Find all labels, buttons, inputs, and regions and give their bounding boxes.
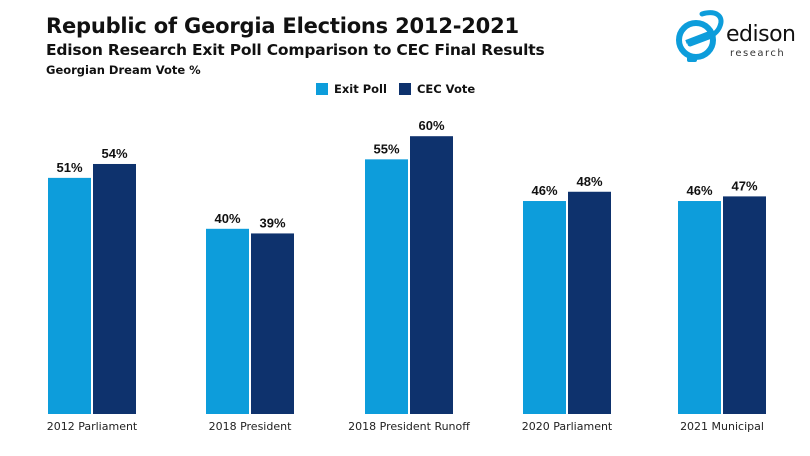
legend: Exit Poll CEC Vote <box>316 82 487 96</box>
bar-cec-vote <box>251 233 294 414</box>
legend-swatch-cec-vote <box>398 83 411 95</box>
data-label: 60% <box>418 118 444 133</box>
measure-label: Georgian Dream Vote % <box>46 63 201 77</box>
bar-cec-vote <box>410 136 453 414</box>
bar-exit-poll <box>678 201 721 414</box>
bar-cec-vote <box>93 163 136 414</box>
legend-item-exit-poll: Exit Poll <box>316 82 387 96</box>
bar-exit-poll <box>206 228 249 414</box>
bar-group-2021-municipal: 46% 47% 2021 Municipal <box>678 178 766 433</box>
x-tick-label: 2018 President <box>209 420 292 433</box>
chart-subtitle: Edison Research Exit Poll Comparison to … <box>46 41 545 59</box>
logo-subtext: research <box>730 48 786 59</box>
legend-label-cec-vote: CEC Vote <box>416 82 476 96</box>
data-label: 48% <box>576 174 602 189</box>
x-tick-label: 2021 Municipal <box>680 420 764 433</box>
bar-group-2018-president: 40% 39% 2018 President <box>206 211 294 433</box>
legend-item-cec-vote: CEC Vote <box>398 82 476 96</box>
logo-wordmark: edison <box>726 22 796 47</box>
edison-bulb-icon <box>676 10 724 62</box>
x-tick-label: 2012 Parliament <box>47 420 138 433</box>
data-label: 47% <box>731 178 757 193</box>
data-label: 46% <box>531 183 557 198</box>
data-label: 54% <box>101 146 127 161</box>
data-label: 46% <box>686 183 712 198</box>
bar-exit-poll <box>365 159 408 414</box>
bar-cec-vote <box>723 196 766 414</box>
bar-group-2020-parliament: 46% 48% 2020 Parliament <box>522 174 613 433</box>
data-label: 51% <box>56 160 82 175</box>
data-label: 39% <box>259 215 285 230</box>
data-label: 55% <box>373 141 399 156</box>
edison-logo: edison research <box>672 8 802 68</box>
bar-exit-poll <box>48 177 91 414</box>
data-label: 40% <box>214 211 240 226</box>
legend-swatch-exit-poll <box>316 83 328 95</box>
bar-exit-poll <box>523 201 566 414</box>
legend-label-exit-poll: Exit Poll <box>334 82 387 96</box>
bar-cec-vote <box>568 191 611 414</box>
x-tick-label: 2020 Parliament <box>522 420 613 433</box>
x-tick-label: 2018 President Runoff <box>348 420 470 433</box>
chart-title: Republic of Georgia Elections 2012-2021 <box>46 14 519 38</box>
bar-group-2012-parliament: 51% 54% 2012 Parliament <box>47 146 138 433</box>
bar-group-2018-president-runoff: 55% 60% 2018 President Runoff <box>348 118 470 433</box>
